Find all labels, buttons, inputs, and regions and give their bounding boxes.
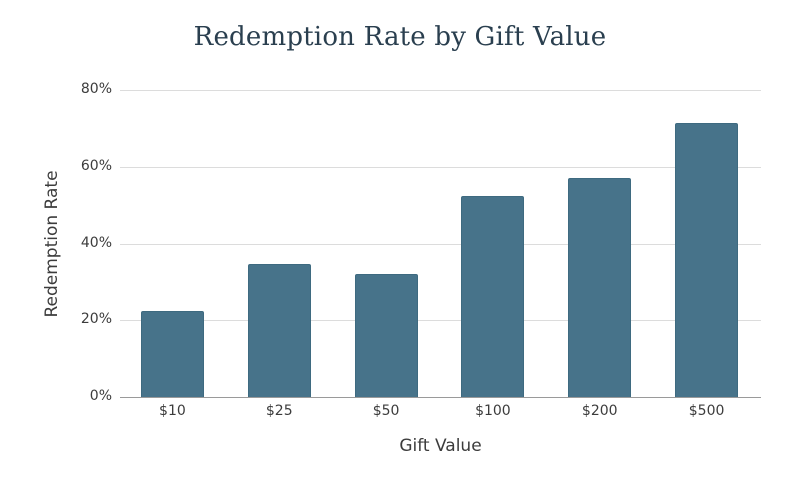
y-tick-label: 60% (80, 157, 112, 174)
x-axis-line (120, 397, 761, 398)
gridline (120, 166, 761, 168)
bar[interactable] (354, 274, 418, 397)
x-tick-label: $500 (688, 403, 725, 419)
gridline (120, 90, 761, 91)
bar[interactable] (568, 178, 632, 397)
bar[interactable] (461, 195, 525, 397)
y-tick-label: 40% (80, 234, 112, 251)
gridline (120, 243, 761, 245)
x-axis-label: Gift Value (399, 436, 482, 456)
plot-area (120, 90, 761, 398)
gridline (120, 320, 761, 322)
x-tick-label: $10 (159, 403, 186, 419)
bar[interactable] (675, 122, 739, 397)
bar[interactable] (140, 311, 204, 397)
chart-title: Redemption Rate by Gift Value (193, 22, 607, 52)
y-tick-label: 80% (80, 81, 112, 97)
x-tick-label: $100 (475, 403, 511, 419)
x-tick-label: $50 (372, 403, 400, 419)
x-tick-label: $200 (581, 403, 618, 419)
x-tick-label: $25 (265, 403, 293, 419)
y-tick-label: 0% (89, 388, 112, 404)
bar[interactable] (247, 264, 311, 397)
y-tick-label: 20% (80, 311, 112, 328)
